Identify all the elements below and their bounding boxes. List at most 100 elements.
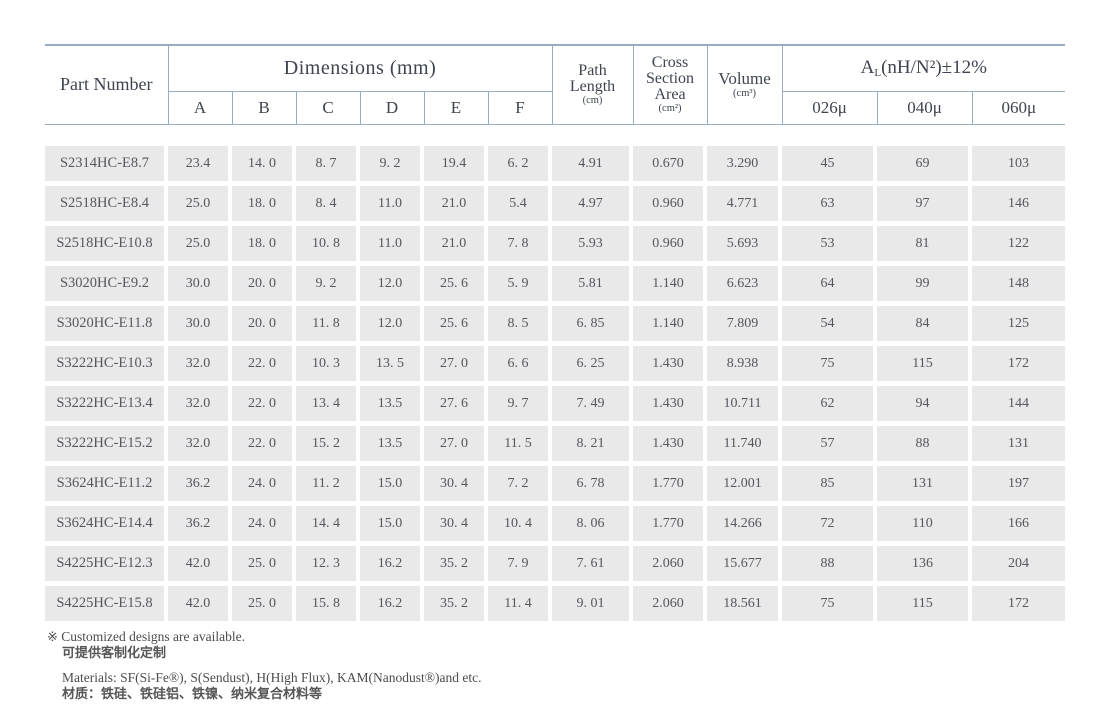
table-cell: 7. 49 <box>552 386 629 421</box>
header-al-value: AL(nH/N²)±12% <box>781 44 1066 92</box>
table-cell: 22. 0 <box>232 346 292 381</box>
table-cell: 57 <box>782 426 873 461</box>
note-materials-en: Materials: SF(Si-Fe®), S(Sendust), H(Hig… <box>62 670 482 685</box>
table-cell: 15.0 <box>360 466 420 501</box>
table-cell: 30. 4 <box>424 506 484 541</box>
table-cell: 0.960 <box>633 186 703 221</box>
table-cell: 110 <box>877 506 968 541</box>
table-cell: 10.711 <box>707 386 778 421</box>
table-cell: 115 <box>877 586 968 621</box>
header-volume: Volume (cm³) <box>706 44 783 125</box>
table-cell: 1.430 <box>633 386 703 421</box>
table-cell: 25.0 <box>168 186 228 221</box>
table-cell: 18. 0 <box>232 226 292 261</box>
table-cell: 88 <box>877 426 968 461</box>
header-cross-section: Cross Section Area (cm²) <box>632 44 708 125</box>
header-al-prefix: A <box>860 57 875 79</box>
table-cell: 115 <box>877 346 968 381</box>
table-cell: 11. 2 <box>296 466 356 501</box>
table-cell: 204 <box>972 546 1065 581</box>
header-path-length-unit: (cm) <box>582 95 603 107</box>
table-cell: 20. 0 <box>232 306 292 341</box>
table-cell: 72 <box>782 506 873 541</box>
table-cell: 4.91 <box>552 146 629 181</box>
table-cell: 172 <box>972 586 1065 621</box>
header-col-040u: 040μ <box>876 90 973 125</box>
part-number-cell: S4225HC-E12.3 <box>45 546 164 581</box>
table-cell: 25. 6 <box>424 306 484 341</box>
part-number-cell: S3222HC-E13.4 <box>45 386 164 421</box>
table-cell: 21.0 <box>424 186 484 221</box>
table-cell: 25.0 <box>168 226 228 261</box>
table-cell: 4.771 <box>707 186 778 221</box>
table-cell: 8. 5 <box>488 306 548 341</box>
table-cell: 146 <box>972 186 1065 221</box>
table-cell: 14.266 <box>707 506 778 541</box>
table-cell: 53 <box>782 226 873 261</box>
table-cell: 5.93 <box>552 226 629 261</box>
table-cell: 30.0 <box>168 266 228 301</box>
table-cell: 45 <box>782 146 873 181</box>
header-col-b: B <box>231 90 297 125</box>
table-cell: 9. 2 <box>360 146 420 181</box>
header-col-026u: 026μ <box>781 90 878 125</box>
table-cell: 42.0 <box>168 546 228 581</box>
table-cell: 5.693 <box>707 226 778 261</box>
table-cell: 36.2 <box>168 506 228 541</box>
table-cell: 13. 4 <box>296 386 356 421</box>
table-cell: 144 <box>972 386 1065 421</box>
footnotes: ※ Customized designs are available. 可提供客… <box>47 629 481 704</box>
header-col-c: C <box>295 90 361 125</box>
table-cell: 42.0 <box>168 586 228 621</box>
spec-table-body: S2314HC-E8.7 23.4 14. 0 8. 7 9. 2 19.4 6… <box>45 146 1065 621</box>
table-cell: 11.740 <box>707 426 778 461</box>
table-cell: 2.060 <box>633 586 703 621</box>
table-cell: 5. 9 <box>488 266 548 301</box>
header-volume-label: Volume <box>718 69 771 89</box>
table-cell: 16.2 <box>360 546 420 581</box>
table-cell: 32.0 <box>168 346 228 381</box>
table-cell: 69 <box>877 146 968 181</box>
table-cell: 12.0 <box>360 266 420 301</box>
table-cell: 30. 4 <box>424 466 484 501</box>
table-cell: 32.0 <box>168 426 228 461</box>
table-cell: 94 <box>877 386 968 421</box>
table-cell: 6.623 <box>707 266 778 301</box>
table-cell: 64 <box>782 266 873 301</box>
table-cell: 1.770 <box>633 506 703 541</box>
table-cell: 15. 2 <box>296 426 356 461</box>
table-cell: 23.4 <box>168 146 228 181</box>
table-cell: 75 <box>782 586 873 621</box>
table-cell: 131 <box>877 466 968 501</box>
part-number-cell: S3624HC-E14.4 <box>45 506 164 541</box>
table-cell: 5.4 <box>488 186 548 221</box>
table-cell: 12.0 <box>360 306 420 341</box>
header-part-number: Part Number <box>45 44 169 125</box>
table-cell: 14. 0 <box>232 146 292 181</box>
header-al-subscript: L <box>874 67 882 80</box>
table-cell: 166 <box>972 506 1065 541</box>
table-cell: 11. 8 <box>296 306 356 341</box>
table-cell: 0.960 <box>633 226 703 261</box>
table-cell: 7. 8 <box>488 226 548 261</box>
table-cell: 25. 6 <box>424 266 484 301</box>
note-customized-en-text: Customized designs are available. <box>61 629 245 644</box>
table-cell: 131 <box>972 426 1065 461</box>
header-al-suffix: (nH/N²)±12% <box>881 57 987 79</box>
table-cell: 27. 0 <box>424 346 484 381</box>
table-cell: 11. 4 <box>488 586 548 621</box>
table-cell: 8. 4 <box>296 186 356 221</box>
note-materials-zh: 材质：铁硅、铁硅铝、铁镍、纳米复合材料等 <box>62 687 323 702</box>
table-cell: 6. 25 <box>552 346 629 381</box>
table-cell: 18. 0 <box>232 186 292 221</box>
table-cell: 30.0 <box>168 306 228 341</box>
table-cell: 9. 7 <box>488 386 548 421</box>
part-number-cell: S3020HC-E9.2 <box>45 266 164 301</box>
table-cell: 97 <box>877 186 968 221</box>
header-col-060u: 060μ <box>971 90 1066 125</box>
table-cell: 18.561 <box>707 586 778 621</box>
part-number-cell: S3624HC-E11.2 <box>45 466 164 501</box>
table-cell: 13.5 <box>360 426 420 461</box>
header-volume-unit: (cm³) <box>733 88 757 100</box>
table-cell: 197 <box>972 466 1065 501</box>
